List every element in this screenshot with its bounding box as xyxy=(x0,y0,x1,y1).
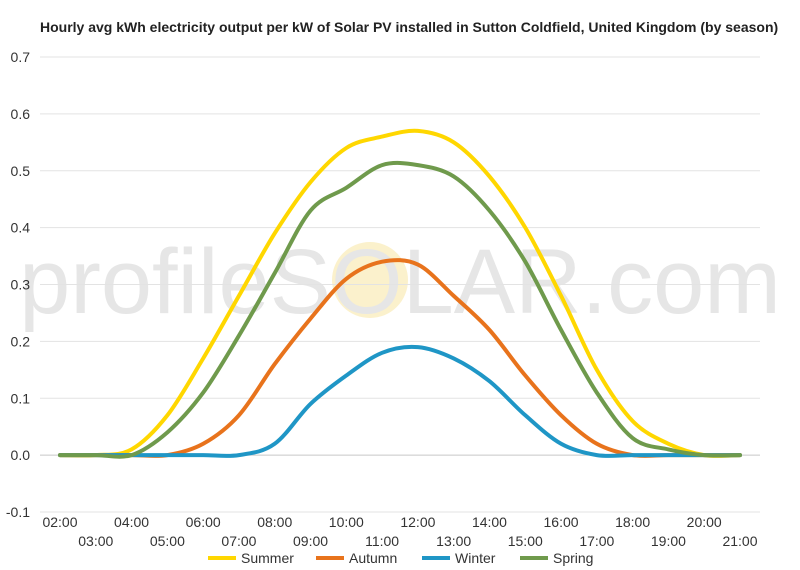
y-tick-label: 0.2 xyxy=(11,333,31,349)
y-tick-label: 0.0 xyxy=(11,447,31,463)
y-tick-label: 0.5 xyxy=(11,163,31,179)
x-tick-label: 10:00 xyxy=(329,514,364,530)
x-tick-label: 11:00 xyxy=(365,533,399,549)
chart-title: Hourly avg kWh electricity output per kW… xyxy=(40,19,779,35)
watermark-text: profileSOLAR.com xyxy=(19,231,781,333)
y-tick-label: -0.1 xyxy=(6,504,30,520)
y-tick-label: 0.7 xyxy=(11,49,31,65)
y-tick-label: 0.1 xyxy=(11,390,31,406)
x-tick-label: 21:00 xyxy=(722,533,757,549)
watermark: profileSOLAR.com xyxy=(19,231,781,333)
series-line-winter xyxy=(58,344,742,458)
x-tick-label: 03:00 xyxy=(78,533,113,549)
x-tick-label: 08:00 xyxy=(257,514,292,530)
x-tick-label: 07:00 xyxy=(221,533,256,549)
x-axis: 02:00 04:00 06:00 08:00 10:00 12:00 14:00 16:00… xyxy=(42,514,757,549)
x-tick-label: 19:00 xyxy=(651,533,686,549)
series-lines xyxy=(58,128,742,459)
grid xyxy=(40,56,760,513)
x-tick-label: 12:00 xyxy=(400,514,435,530)
series-line-summer xyxy=(58,128,742,458)
y-tick-label: 0.3 xyxy=(11,277,31,293)
legend-label: Spring xyxy=(553,550,593,566)
x-tick-label: 02:00 xyxy=(42,514,77,530)
y-tick-label: 0.6 xyxy=(11,106,31,122)
x-tick-label: 18:00 xyxy=(615,514,650,530)
x-tick-label: 04:00 xyxy=(114,514,149,530)
y-tick-label: 0.4 xyxy=(11,220,31,236)
x-tick-label: 14:00 xyxy=(472,514,507,530)
legend: Summer Autumn Winter Spring xyxy=(208,550,593,566)
legend-label: Autumn xyxy=(349,550,397,566)
x-tick-label: 06:00 xyxy=(186,514,221,530)
x-tick-label: 15:00 xyxy=(508,533,543,549)
legend-label: Winter xyxy=(455,550,496,566)
x-tick-label: 17:00 xyxy=(579,533,614,549)
x-tick-label: 20:00 xyxy=(687,514,722,530)
legend-label: Summer xyxy=(241,550,294,566)
x-tick-label: 05:00 xyxy=(150,533,185,549)
y-axis: -0.1 0.0 0.1 0.2 0.3 0.4 0.5 0.6 0.7 xyxy=(6,49,30,520)
x-tick-label: 16:00 xyxy=(544,514,579,530)
series-line-spring xyxy=(58,160,742,459)
x-tick-label: 13:00 xyxy=(436,533,471,549)
x-tick-label: 09:00 xyxy=(293,533,328,549)
